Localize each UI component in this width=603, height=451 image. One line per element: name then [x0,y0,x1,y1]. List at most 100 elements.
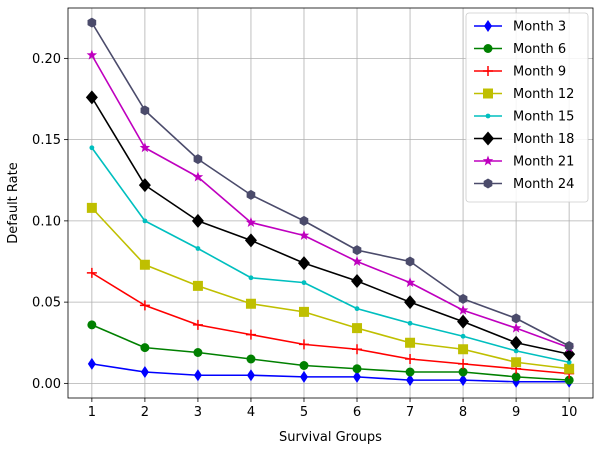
legend-item-month-21: Month 21 [474,155,574,170]
legend-marker [484,20,492,32]
legend-label: Month 12 [513,87,574,102]
data-point-month-15 [407,320,413,326]
data-point-month-18 [563,347,576,362]
data-point-month-24 [352,245,362,256]
x-axis-ticks: 1 2 3 4 5 6 7 8 9 10 [88,398,578,420]
series-month-12 [86,202,575,374]
data-point-month-3 [459,374,468,387]
series-month-6 [87,320,574,385]
x-tick-label: 1 [88,405,96,420]
data-point-month-24 [405,256,415,267]
data-point-month-18 [244,233,257,248]
y-axis-ticks: 0.00 0.05 0.10 0.15 0.20 [32,52,68,392]
data-point-month-12 [511,357,522,368]
legend-label: Month 21 [513,155,574,170]
legend-label: Month 15 [513,110,574,125]
legend-marker [483,178,493,189]
x-tick-label: 3 [194,405,202,420]
legend-marker [482,155,494,166]
data-point-month-6 [193,348,203,357]
data-point-month-21 [457,304,469,315]
series-month-24 [87,17,574,351]
legend-item-month-12: Month 12 [474,87,574,102]
x-tick-label: 10 [561,405,578,420]
data-point-month-6 [352,364,362,374]
data-point-month-9 [458,358,469,369]
data-point-month-24 [246,189,256,200]
legend-marker [483,66,493,76]
data-point-month-6 [299,361,309,370]
legend-item-month-15: Month 15 [474,110,574,125]
series-line-month-24 [91,22,570,347]
data-point-month-12 [564,363,575,374]
data-point-month-12 [245,298,256,309]
data-point-month-15 [142,218,148,224]
data-point-month-9 [139,300,150,311]
data-point-month-12 [298,306,309,317]
data-point-month-21 [298,230,310,240]
data-point-month-6 [458,367,468,377]
data-point-month-3 [246,369,255,382]
data-point-month-6 [87,320,97,330]
data-point-month-18 [510,335,523,350]
x-tick-label: 2 [141,405,149,420]
data-point-month-21 [510,322,522,333]
data-point-month-3 [87,357,96,370]
data-point-month-3 [299,370,308,383]
legend-marker [482,131,494,146]
data-point-month-15 [566,359,572,365]
data-point-month-15 [354,306,360,312]
data-point-month-18 [191,213,204,228]
data-point-month-12 [405,337,416,348]
legend-item-month-3: Month 3 [474,20,566,35]
data-point-month-21 [192,171,204,182]
y-tick-label: 0.00 [32,377,61,392]
legend-item-month-18: Month 18 [474,131,574,147]
data-point-month-24 [564,341,574,351]
legend-box [465,12,589,203]
data-point-month-15 [460,333,466,339]
data-point-month-24 [458,293,468,304]
data-point-month-21 [404,277,416,288]
data-point-month-21 [351,256,363,266]
data-point-month-6 [405,367,415,377]
legend: Month 3 Month 6 Month 9 Month 12 Month 15 Mon… [465,12,589,203]
series-month-18 [85,90,576,362]
data-point-month-12 [458,344,469,355]
data-point-month-3 [193,369,202,382]
legend-label: Month 6 [513,42,566,57]
data-point-month-9 [192,319,203,330]
data-point-month-24 [140,105,150,116]
data-point-month-12 [139,259,150,270]
data-point-month-18 [138,178,151,193]
x-tick-label: 8 [459,405,467,420]
legend-label: Month 9 [513,65,566,80]
data-point-month-18 [85,90,98,105]
series-line-month-21 [91,54,570,349]
data-point-month-18 [404,295,417,310]
data-point-month-18 [297,256,310,271]
data-point-month-6 [140,343,150,353]
data-point-month-24 [193,154,203,165]
y-axis-label: Default Rate [6,162,21,243]
data-point-month-6 [511,372,521,382]
series-lines [85,17,576,388]
y-tick-label: 0.15 [32,133,61,148]
y-tick-label: 0.05 [32,296,61,311]
data-point-month-12 [192,280,203,291]
series-line-month-6 [91,324,570,381]
series-month-15 [89,145,572,365]
plot-frame [67,7,594,399]
x-axis-label: Survival Groups [279,430,382,445]
data-point-month-9 [298,339,309,350]
legend-marker [483,88,493,99]
data-point-month-18 [457,314,470,329]
data-point-month-15 [89,145,95,151]
series-line-month-18 [91,96,570,355]
data-point-month-24 [87,17,97,28]
series-line-month-3 [91,363,570,383]
x-tick-label: 4 [247,405,255,420]
data-point-month-12 [86,202,97,213]
data-point-month-21 [245,217,257,227]
